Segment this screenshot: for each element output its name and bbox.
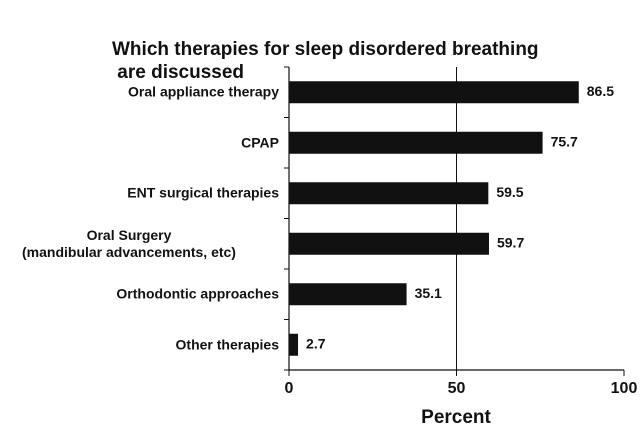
y-tick-label: Orthodontic approaches [116, 285, 279, 302]
x-tick-label: 50 [448, 380, 466, 397]
bar [289, 333, 299, 356]
bar [289, 283, 407, 306]
value-label: 75.7 [551, 133, 578, 149]
value-label: 35.1 [415, 285, 442, 301]
value-label: 59.5 [496, 184, 523, 200]
y-tick-label: CPAP [241, 134, 279, 151]
bar [289, 232, 489, 255]
value-label: 59.7 [497, 234, 524, 250]
chart-title: Which therapies for sleep disordered bre… [112, 39, 539, 60]
y-tick-label: Other therapies [175, 336, 279, 353]
bar [289, 131, 543, 154]
x-tick-label: 100 [611, 380, 638, 397]
x-tick-label: 0 [285, 380, 294, 397]
x-axis-label: Percent [421, 407, 491, 428]
value-label: 86.5 [587, 83, 614, 99]
y-tick-label: Oral appliance therapy [128, 83, 279, 100]
bar [289, 182, 489, 205]
value-label: 2.7 [306, 335, 326, 351]
bar [289, 81, 579, 104]
y-tick-label: ENT surgical therapies [127, 184, 279, 201]
chart-title: are discussed [112, 62, 244, 83]
y-tick-label: Oral Surgery (mandibular advancements, e… [22, 226, 236, 260]
